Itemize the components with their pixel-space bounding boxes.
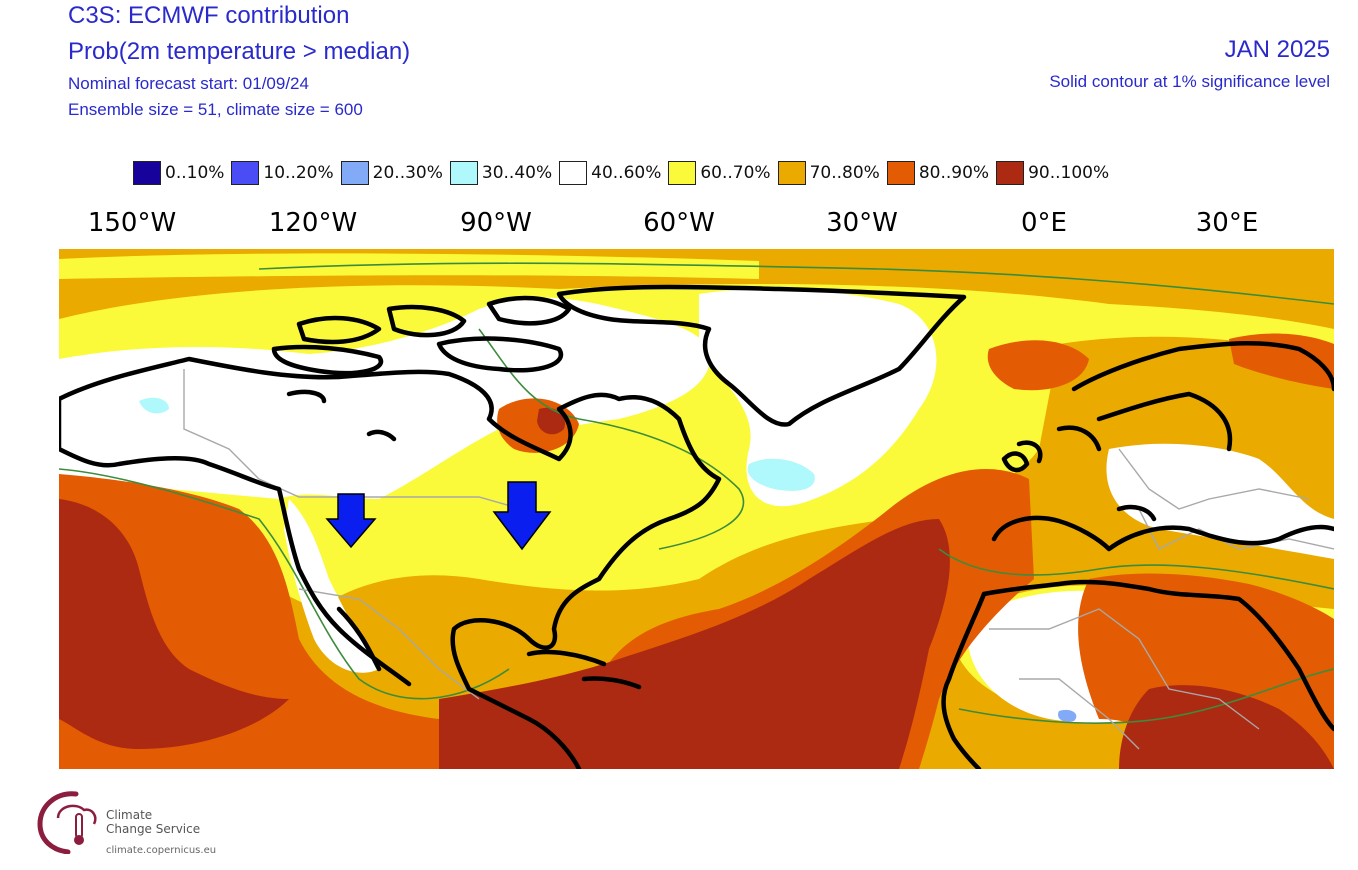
significance-contour: [59, 262, 1334, 724]
legend-item: 80..90%: [886, 161, 990, 185]
legend-item: 30..40%: [449, 161, 553, 185]
legend-item: 60..70%: [668, 161, 771, 185]
ensemble-info: Ensemble size = 51, climate size = 600: [68, 100, 363, 119]
longitude-label: 90°W: [460, 208, 532, 238]
field-90-100: [59, 407, 1334, 769]
forecast-start: Nominal forecast start: 01/09/24: [68, 74, 309, 93]
country-borders: [183, 369, 1334, 750]
logo-url: climate.copernicus.eu: [106, 845, 217, 856]
copernicus-logo: Climate Change Service climate.copernicu…: [36, 788, 226, 860]
legend-item: 10..20%: [231, 161, 334, 185]
legend-label: 30..40%: [481, 163, 553, 183]
map-title: C3S: ECMWF contribution: [68, 2, 350, 29]
arrow-west-us-icon: [325, 493, 377, 549]
legend-label: 40..60%: [591, 163, 662, 183]
legend-item: 40..60%: [559, 161, 661, 185]
legend-label: 70..80%: [809, 163, 880, 183]
legend-swatch: [559, 161, 588, 185]
map-canvas: [59, 249, 1334, 769]
significance-note: Solid contour at 1% significance level: [1049, 72, 1330, 91]
arrow-great-lakes-icon: [492, 481, 552, 551]
legend-label: 10..20%: [263, 163, 334, 183]
legend-item: 70..80%: [777, 161, 880, 185]
color-legend: 0..10% 10..20% 20..30% 30..40% 40..60% 60..70…: [133, 160, 1116, 186]
legend-label: 60..70%: [700, 163, 771, 183]
legend-swatch: [668, 161, 697, 185]
legend-item: 90..100%: [996, 161, 1109, 185]
climate-change-service-icon: [37, 791, 97, 855]
legend-label: 90..100%: [1028, 163, 1110, 183]
logo-line2: Change Service: [106, 822, 201, 836]
longitude-axis: 150°W 120°W 90°W 60°W 30°W 0°E 30°E: [0, 208, 1358, 244]
legend-label: 20..30%: [372, 163, 443, 183]
legend-swatch: [996, 161, 1025, 185]
legend-swatch: [133, 161, 161, 185]
longitude-label: 30°E: [1195, 208, 1259, 238]
longitude-label: 150°W: [87, 208, 177, 238]
legend-swatch: [340, 161, 369, 185]
map-subtitle: Prob(2m temperature > median): [68, 38, 411, 65]
longitude-label: 30°W: [826, 208, 898, 238]
longitude-label: 60°W: [643, 208, 715, 238]
legend-label: 0..10%: [165, 163, 225, 183]
legend-swatch: [449, 161, 478, 185]
legend-swatch: [886, 161, 915, 185]
probability-map: [59, 249, 1334, 769]
legend-swatch: [777, 161, 806, 185]
legend-item: 20..30%: [340, 161, 443, 185]
logo-line1: Climate: [106, 808, 153, 822]
coastlines: [59, 284, 1334, 769]
legend-item: 0..10%: [133, 161, 224, 185]
legend-swatch: [231, 161, 260, 185]
legend-label: 80..90%: [918, 163, 990, 183]
annotation-arrows: [325, 481, 552, 551]
longitude-label: 120°W: [268, 208, 358, 238]
valid-month: JAN 2025: [1224, 36, 1330, 63]
longitude-label: 0°E: [1021, 208, 1067, 238]
